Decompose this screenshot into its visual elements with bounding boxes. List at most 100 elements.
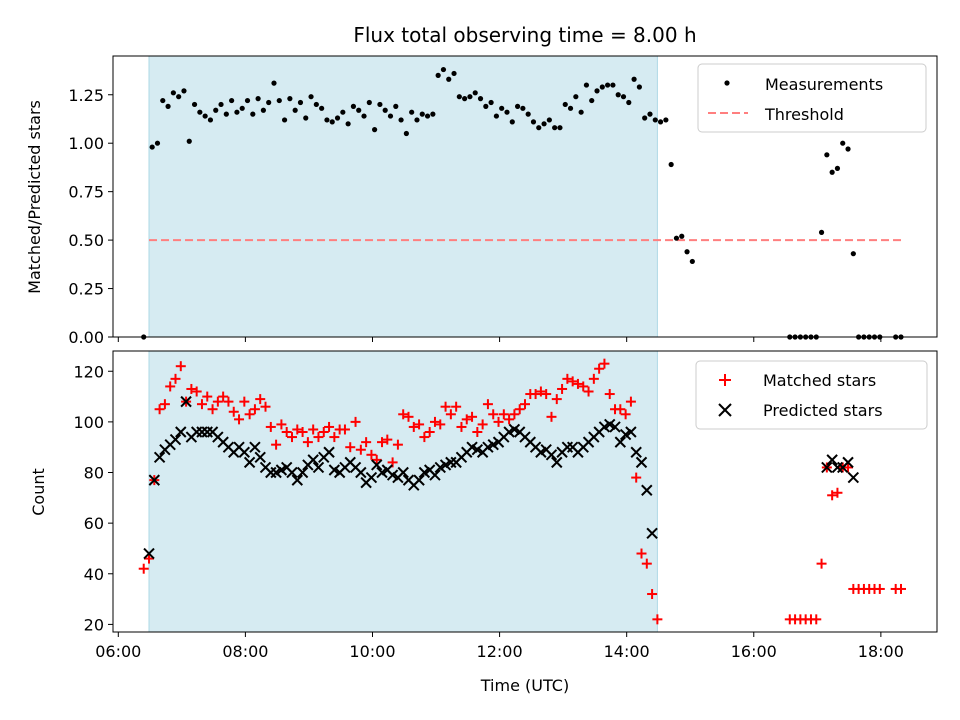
matched-star-point xyxy=(488,409,499,420)
x-tick-label: 10:00 xyxy=(349,642,395,661)
matched-star-point xyxy=(535,386,546,397)
top-y-tick-label: 0.25 xyxy=(68,280,104,299)
measurement-point xyxy=(647,111,653,117)
matched-star-point xyxy=(159,399,170,410)
predicted-star-point xyxy=(286,466,298,479)
matched-star-point xyxy=(265,421,276,432)
matched-star-point xyxy=(392,439,403,450)
matched-star-point xyxy=(318,427,329,438)
observing-window-shade xyxy=(149,56,658,337)
measurement-point xyxy=(594,88,600,94)
matched-star-point xyxy=(440,401,451,412)
predicted-star-point xyxy=(847,471,860,484)
measurement-point xyxy=(552,125,558,131)
measurement-point xyxy=(387,113,394,119)
measurement-point xyxy=(636,84,642,90)
measurement-point xyxy=(536,125,542,131)
measurement-point xyxy=(345,121,351,127)
x-tick-label: 06:00 xyxy=(95,642,141,661)
top-y-tick-label: 0.50 xyxy=(68,231,104,250)
measurement-point xyxy=(620,94,627,100)
measurement-point xyxy=(403,130,409,137)
matched-star-point xyxy=(493,416,504,427)
matched-star-point xyxy=(371,454,382,465)
matched-star-point xyxy=(498,409,509,420)
measurement-point xyxy=(255,96,261,102)
measurement-point xyxy=(663,117,669,123)
threshold-legend-label: Threshold xyxy=(764,105,844,124)
matched-star-point xyxy=(429,416,440,427)
measurement-point xyxy=(589,97,595,104)
bottom-y-tick-label: 80 xyxy=(84,464,104,483)
measurement-point xyxy=(451,70,457,77)
matched-star-point xyxy=(228,406,239,417)
measurement-point xyxy=(546,117,552,123)
predicted-star-point xyxy=(826,454,838,466)
bottom-y-tick-label: 120 xyxy=(73,362,104,381)
measurement-point xyxy=(493,113,500,119)
measurement-point xyxy=(170,90,176,96)
predicted-star-point xyxy=(614,436,627,448)
predicted-star-point xyxy=(243,456,256,469)
x-tick-label: 18:00 xyxy=(858,642,904,661)
measurement-point xyxy=(181,88,187,94)
predicted-star-point xyxy=(355,466,367,479)
measurement-point xyxy=(366,99,372,106)
bottom-y-axis-label: Count xyxy=(29,468,48,516)
measurement-point xyxy=(840,140,846,146)
matched-star-point xyxy=(583,386,594,397)
observing-window-shade xyxy=(149,351,658,632)
matched-legend-label: Matched stars xyxy=(763,371,876,390)
measurement-point xyxy=(313,101,319,108)
measurement-point xyxy=(329,119,335,125)
matched-star-point xyxy=(218,391,229,402)
matched-star-point xyxy=(811,614,822,625)
matched-star-point xyxy=(398,409,409,420)
matched-star-point xyxy=(625,396,636,407)
predicted-star-point xyxy=(312,461,325,474)
top-y-tick-label: 1.00 xyxy=(68,134,104,153)
measurement-point xyxy=(456,94,462,100)
matched-star-point xyxy=(191,386,202,397)
matched-star-point xyxy=(615,404,626,415)
matched-star-point xyxy=(350,416,361,427)
matched-star-point xyxy=(361,437,372,448)
measurement-point xyxy=(583,82,590,88)
measurement-point xyxy=(276,97,282,104)
measurement-point xyxy=(462,96,468,102)
matched-star-point xyxy=(451,401,462,412)
measurement-point xyxy=(430,111,436,117)
matched-star-point xyxy=(165,381,176,392)
matched-star-point xyxy=(377,437,388,448)
measurement-point xyxy=(319,105,325,111)
measurement-point xyxy=(202,113,208,119)
bottom-y-tick-label: 40 xyxy=(84,565,104,584)
x-axis-label: Time (UTC) xyxy=(480,676,569,695)
measurement-point xyxy=(398,117,404,123)
matched-star-point xyxy=(504,414,515,425)
measurement-point xyxy=(250,111,256,117)
predicted-star-point xyxy=(180,395,192,408)
predicted-star-point xyxy=(143,547,155,560)
top-y-axis-label: Matched/Predicted stars xyxy=(25,100,44,294)
measurement-point xyxy=(218,101,224,108)
measurement-point xyxy=(567,105,574,111)
measurement-point xyxy=(350,103,357,109)
top-chart-title: Flux total observing time = 8.00 h xyxy=(353,23,696,47)
matched-star-point xyxy=(652,614,663,625)
measurement-point xyxy=(477,96,484,102)
measurement-point xyxy=(679,233,685,239)
matched-star-point xyxy=(520,399,530,410)
matched-star-point xyxy=(271,439,282,450)
bottom-y-tick-label: 20 xyxy=(84,615,104,634)
measurement-point xyxy=(824,152,830,158)
measurement-point xyxy=(605,82,611,88)
measurement-point xyxy=(197,109,203,115)
measurements-legend-marker xyxy=(724,80,730,86)
measurement-point xyxy=(834,165,841,171)
matched-star-point xyxy=(138,563,149,574)
matched-star-point xyxy=(895,583,906,594)
predicted-star-point xyxy=(323,446,335,458)
matched-star-point xyxy=(551,394,562,405)
measurement-point xyxy=(599,84,605,90)
